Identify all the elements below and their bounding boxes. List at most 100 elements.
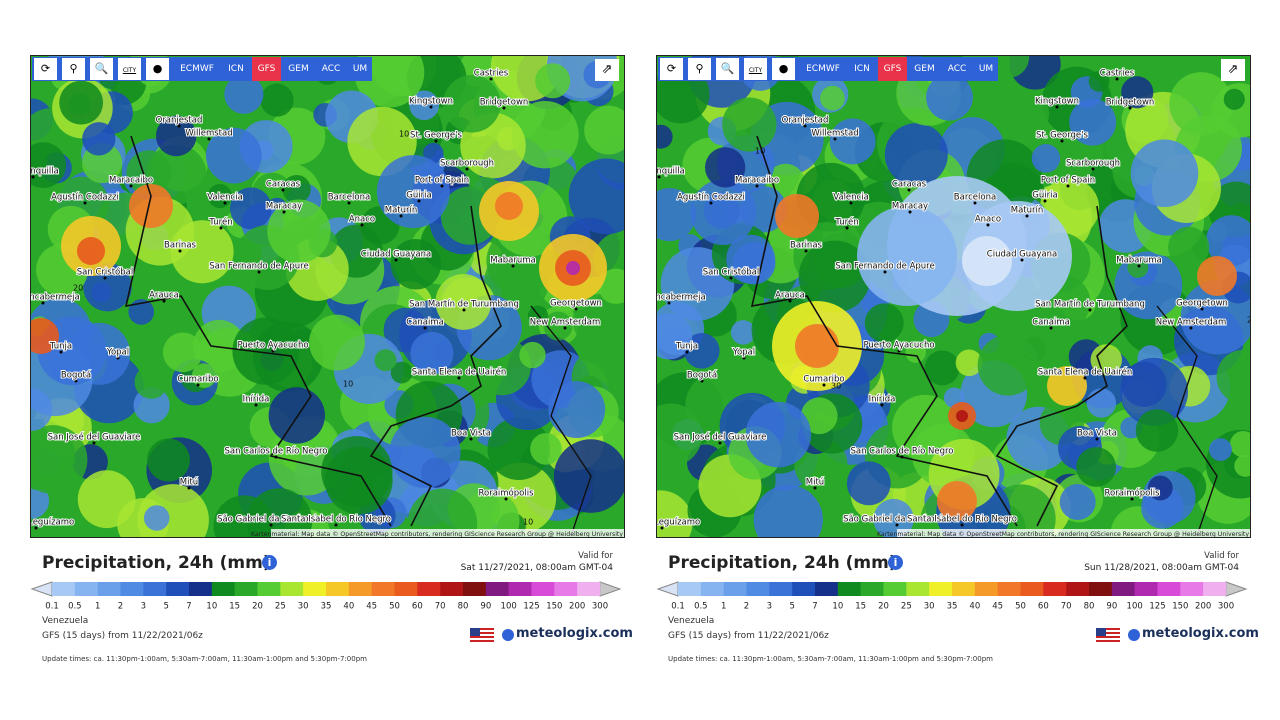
precip-area <box>435 274 492 330</box>
precip-area <box>309 314 365 371</box>
precip-area <box>191 363 217 388</box>
tool-button[interactable]: 🔍 <box>716 58 739 80</box>
legend-swatch <box>257 582 281 596</box>
legend-label: 200 <box>1195 602 1211 612</box>
precip-area <box>795 324 839 368</box>
legend-swatch <box>678 582 702 596</box>
legend-swatch <box>700 582 724 596</box>
city-label: San José del Guaviare <box>48 432 141 443</box>
precip-area <box>548 381 606 438</box>
precip-area <box>1086 388 1117 418</box>
city-dot <box>271 349 275 353</box>
model-button[interactable]: GEM <box>910 57 939 81</box>
legend-label: 2 <box>744 602 749 612</box>
city-label: Port of Spain <box>1041 176 1095 186</box>
model-button[interactable]: UM <box>348 57 372 81</box>
city-label: Güiria <box>406 191 431 201</box>
border <box>124 135 392 527</box>
legend-swatch <box>815 582 839 596</box>
tool-button[interactable]: ⟳ <box>660 58 683 80</box>
precip-area <box>726 234 776 284</box>
precip-area <box>690 179 757 246</box>
model-button[interactable]: ICN <box>222 57 250 81</box>
precip-area <box>143 505 170 531</box>
model-button[interactable]: ACC <box>317 57 345 81</box>
city-label: San Fernando de Apure <box>835 262 934 272</box>
tool-button[interactable]: ⟳ <box>34 58 57 80</box>
tool-button[interactable]: ⚲ <box>62 58 85 80</box>
tool-button[interactable]: ⚲ <box>688 58 711 80</box>
city-dot <box>274 455 278 459</box>
city-label: Cumaribo <box>803 375 844 385</box>
city-dot <box>423 326 427 330</box>
city-dot <box>269 523 273 527</box>
city-label: Barranquilla <box>30 167 59 177</box>
precip-area <box>1168 226 1210 268</box>
tool-button[interactable]: ● <box>772 58 795 80</box>
border <box>995 205 1128 527</box>
city-dot <box>755 184 759 188</box>
legend-label: 100 <box>1127 602 1143 612</box>
city-label: Ciudad Guayana <box>361 250 431 260</box>
city-dot <box>254 403 258 407</box>
city-dot <box>1060 139 1064 143</box>
legend-label: 10 <box>832 602 843 612</box>
share-button[interactable]: ⇗ <box>1221 59 1245 81</box>
city-dot <box>845 226 849 230</box>
precip-area <box>1069 98 1117 146</box>
city-label: Oranjestad <box>782 116 829 126</box>
info-icon[interactable]: i <box>888 555 903 570</box>
legend-swatch <box>974 582 998 596</box>
city-label: St. George's <box>410 131 462 141</box>
city-dot <box>417 199 421 203</box>
legend-label: 1 <box>95 602 100 612</box>
legend-label: 5 <box>163 602 168 612</box>
precip-area <box>657 188 696 242</box>
tool-button[interactable]: 🔍 <box>90 58 113 80</box>
legend-label: 80 <box>458 602 469 612</box>
info-icon[interactable]: i <box>262 555 277 570</box>
model-button[interactable]: GFS <box>878 57 907 81</box>
tool-button[interactable]: ● <box>146 58 169 80</box>
precip-area <box>31 388 53 432</box>
model-button[interactable]: ACC <box>943 57 971 81</box>
model-button[interactable]: ICN <box>848 57 876 81</box>
precip-area <box>519 341 546 369</box>
city-label: Barranquilla <box>656 167 685 177</box>
city-label: Bridgetown <box>480 98 529 108</box>
model-button[interactable]: GFS <box>252 57 281 81</box>
legend-label: 35 <box>321 602 332 612</box>
city-dot <box>822 383 826 387</box>
precip-area <box>232 317 300 385</box>
city-dot <box>511 264 515 268</box>
model-button[interactable]: ECMWF <box>178 57 216 81</box>
precip-area <box>82 122 116 156</box>
tool-button[interactable]: CITY <box>744 58 767 80</box>
legend-label: 5 <box>789 602 794 612</box>
tool-button[interactable]: CITY <box>118 58 141 80</box>
city-dot <box>1043 199 1047 203</box>
legend-label: 300 <box>592 602 608 612</box>
city-dot <box>219 226 223 230</box>
legend-label: 0.1 <box>45 602 59 612</box>
precip-area <box>705 147 746 188</box>
legend-label: 3 <box>767 602 772 612</box>
city-dot <box>742 356 746 360</box>
legend-label: 30 <box>298 602 309 612</box>
model-button[interactable]: UM <box>974 57 998 81</box>
city-dot <box>116 356 120 360</box>
city-label: Puerto Ayacucho <box>237 341 308 351</box>
model-button[interactable]: ECMWF <box>804 57 842 81</box>
precip-area <box>977 334 1039 396</box>
city-label: Maracaibo <box>735 176 779 186</box>
brand-icon <box>1128 629 1140 641</box>
precip-area <box>730 320 756 345</box>
precip-area <box>775 194 819 238</box>
legend-swatch <box>837 582 861 596</box>
precip-area <box>1206 215 1250 267</box>
precip-area <box>1127 257 1149 278</box>
city-dot <box>908 210 912 214</box>
share-button[interactable]: ⇗ <box>595 59 619 81</box>
model-button[interactable]: GEM <box>284 57 313 81</box>
